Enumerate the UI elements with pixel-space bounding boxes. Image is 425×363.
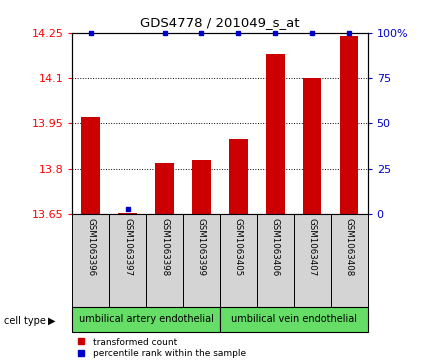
Text: GSM1063407: GSM1063407	[308, 218, 317, 276]
Bar	[109, 214, 146, 307]
Text: GSM1063396: GSM1063396	[86, 218, 95, 276]
Text: umbilical vein endothelial: umbilical vein endothelial	[231, 314, 357, 325]
Bar	[303, 78, 321, 214]
Text: GSM1063399: GSM1063399	[197, 218, 206, 276]
Bar	[220, 214, 257, 307]
Text: GSM1063405: GSM1063405	[234, 218, 243, 276]
Bar	[340, 36, 358, 214]
Text: umbilical artery endothelial: umbilical artery endothelial	[79, 314, 213, 325]
Bar	[146, 214, 183, 307]
Text: GSM1063397: GSM1063397	[123, 218, 132, 276]
Bar	[155, 163, 174, 214]
Text: ▶: ▶	[48, 316, 55, 326]
Bar	[257, 214, 294, 307]
Bar	[82, 117, 100, 214]
Bar	[72, 307, 220, 332]
Bar	[220, 307, 368, 332]
Text: cell type: cell type	[4, 316, 46, 326]
Bar	[294, 214, 331, 307]
Bar	[331, 214, 368, 307]
Text: GSM1063408: GSM1063408	[345, 218, 354, 276]
Bar	[266, 54, 285, 214]
Bar	[119, 213, 137, 214]
Legend: transformed count, percentile rank within the sample: transformed count, percentile rank withi…	[77, 338, 246, 359]
Bar	[229, 139, 248, 214]
Title: GDS4778 / 201049_s_at: GDS4778 / 201049_s_at	[140, 16, 300, 29]
Text: GSM1063406: GSM1063406	[271, 218, 280, 276]
Text: GSM1063398: GSM1063398	[160, 218, 169, 276]
Bar	[183, 214, 220, 307]
Bar	[192, 160, 211, 214]
Bar	[72, 214, 109, 307]
